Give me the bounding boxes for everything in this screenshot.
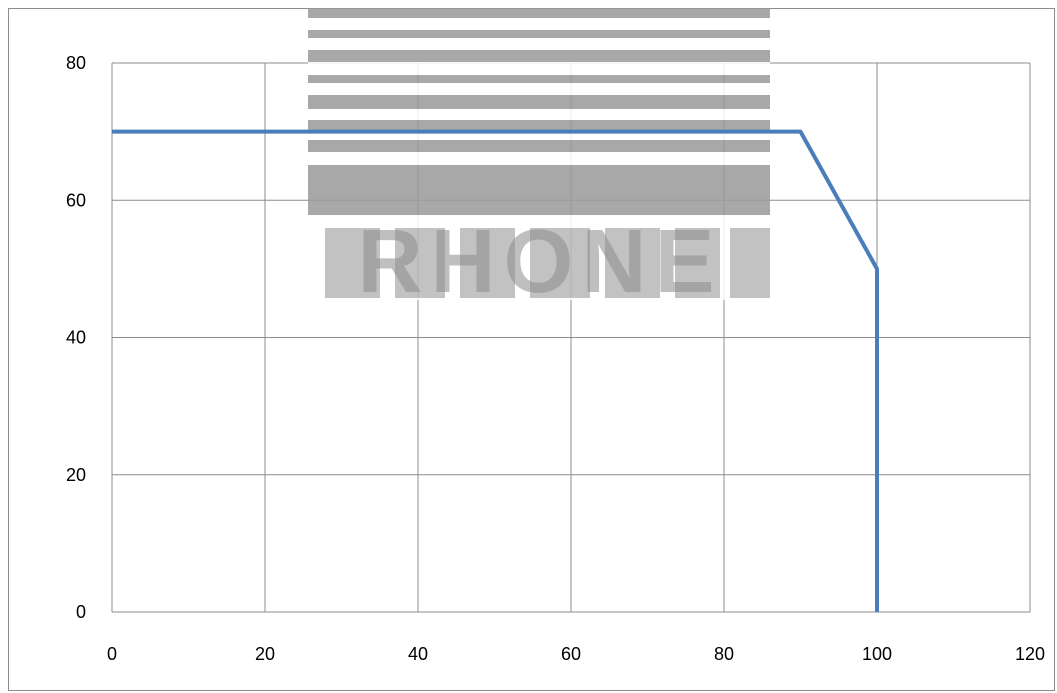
x-tick-label: 100 [862, 644, 892, 664]
y-tick-label: 80 [66, 53, 86, 73]
y-tick-label: 20 [66, 465, 86, 485]
y-tick-label: 0 [76, 602, 86, 622]
series-layer [112, 129, 879, 612]
y-tick-label: 40 [66, 328, 86, 348]
x-tick-label: 40 [408, 644, 428, 664]
logo-watermark-icon: RHONE [308, 0, 770, 312]
series-line [112, 129, 879, 612]
x-tick-label: 0 [107, 644, 117, 664]
y-tick-label: 60 [66, 190, 86, 210]
x-tick-label: 120 [1015, 644, 1045, 664]
watermark-text: RHONE [357, 212, 722, 312]
tick-labels: 0 20 40 60 80 100 120 0 20 40 60 80 [66, 53, 1045, 664]
x-tick-label: 20 [255, 644, 275, 664]
x-tick-label: 80 [714, 644, 734, 664]
x-tick-label: 60 [561, 644, 581, 664]
